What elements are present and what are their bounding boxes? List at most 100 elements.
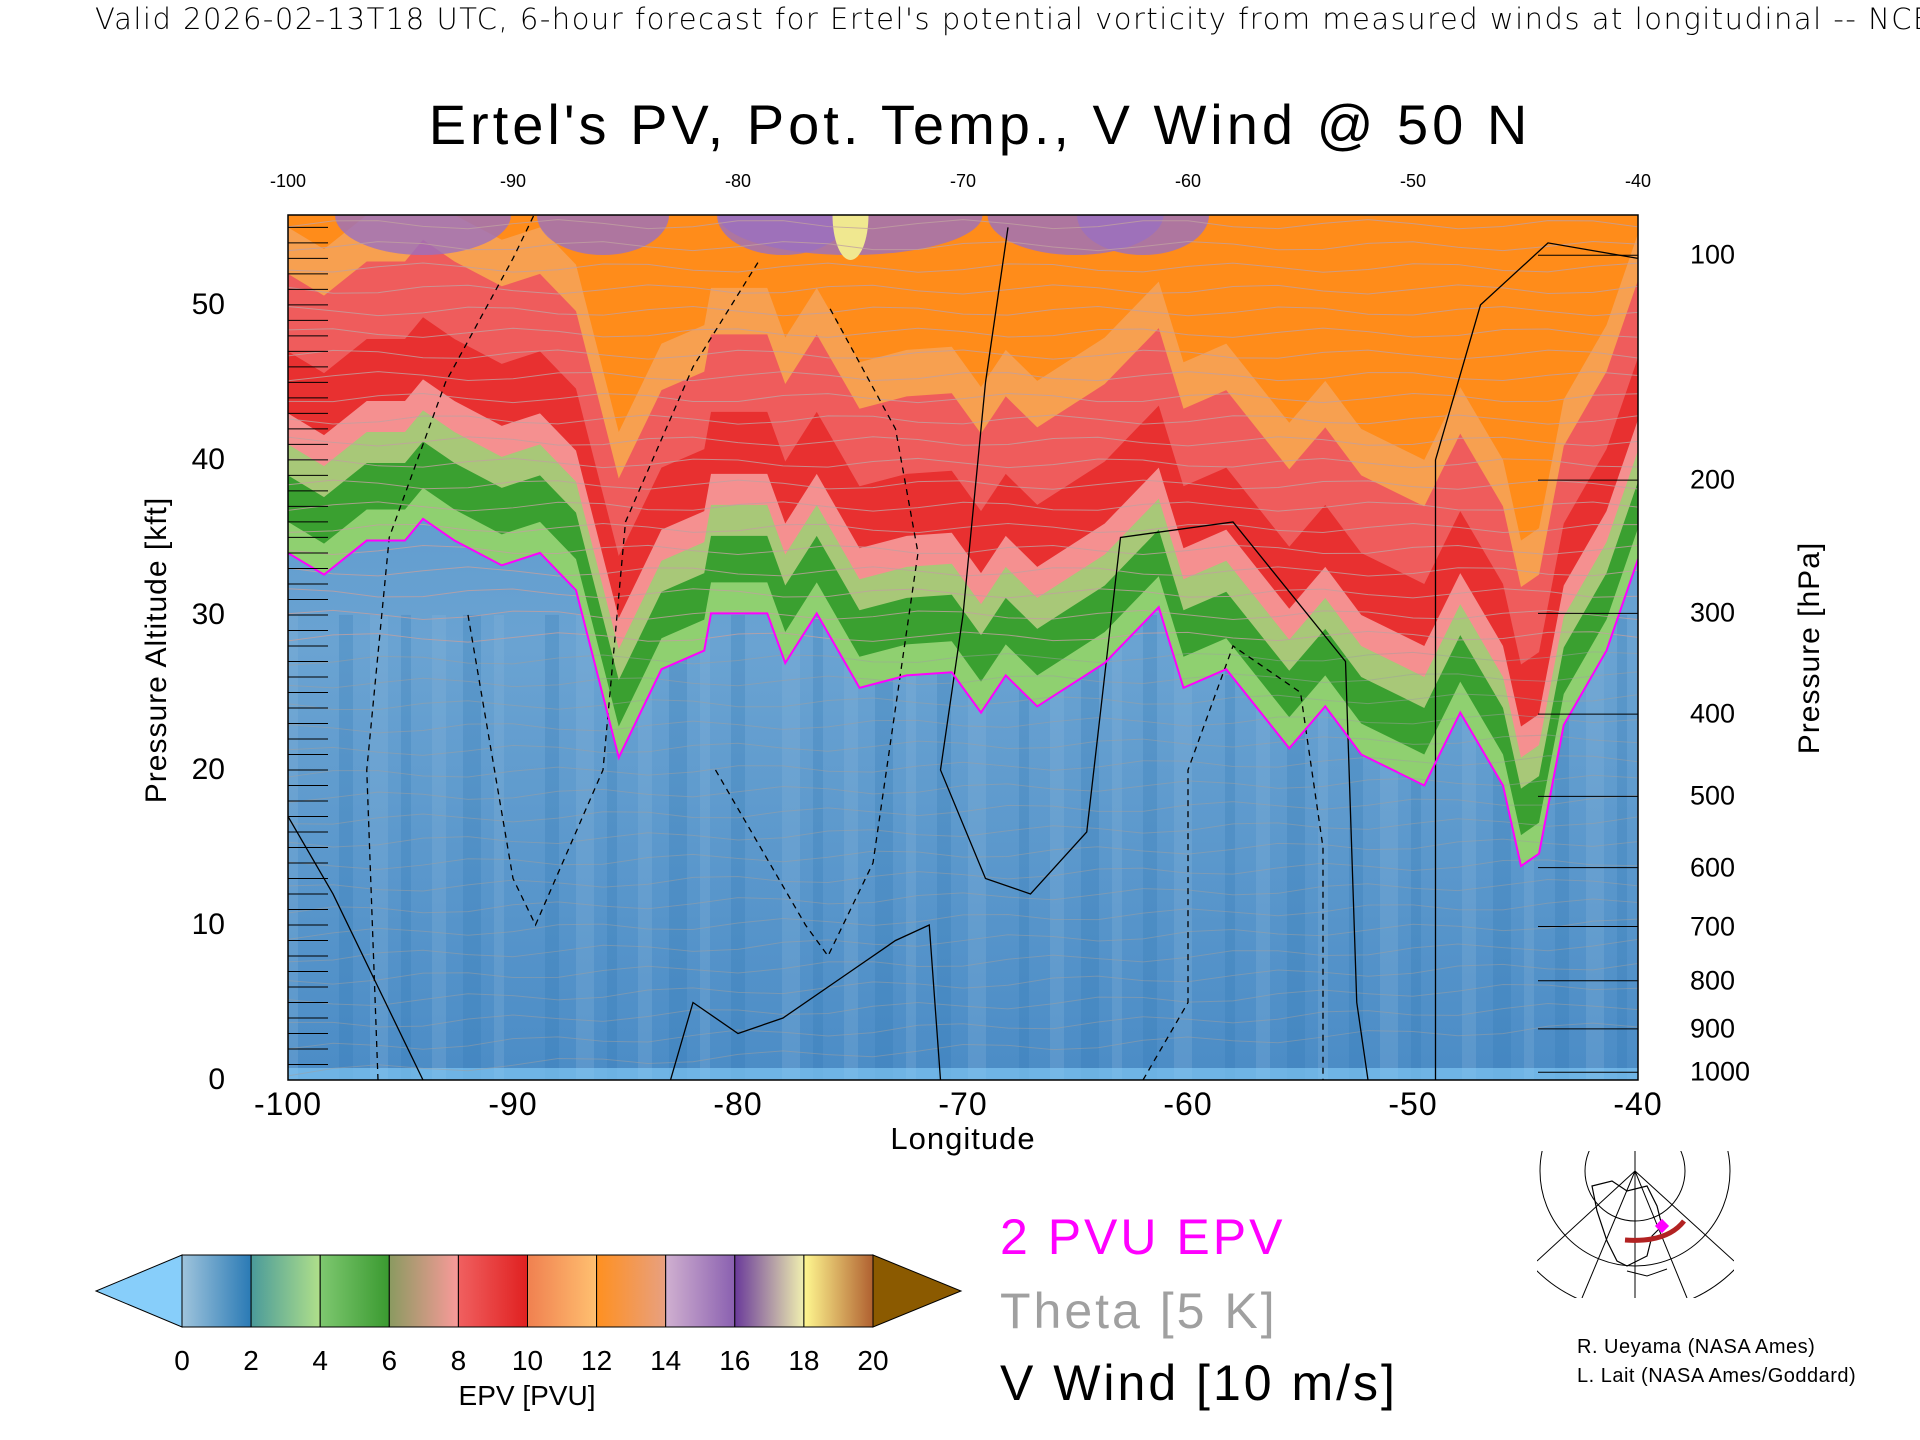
field-layer <box>288 215 1638 1080</box>
plot-frame <box>287 214 1639 1081</box>
theta-contour <box>288 479 1638 490</box>
v-wind-contour <box>669 924 942 1080</box>
x-axis-label: Longitude <box>890 1121 1036 1156</box>
blue-streak <box>700 614 710 1080</box>
top-x-tick-label: -60 <box>1174 171 1202 191</box>
blue-streak <box>1617 614 1627 1080</box>
colorbar-segment <box>665 1254 736 1328</box>
colorbar-segment <box>457 1254 528 1328</box>
colorbar-tick-label: 14 <box>650 1345 682 1376</box>
theta-contour <box>288 544 1638 555</box>
colorbar-tick-label: 20 <box>857 1345 889 1376</box>
legend-theta: Theta [5 K] <box>1000 1283 1278 1339</box>
credit-line-2: L. Lait (NASA Ames/Goddard) <box>1577 1365 1857 1387</box>
colorbar-tick-label: 0 <box>174 1345 190 1376</box>
colorbar-segment <box>803 1254 874 1328</box>
theta-contour <box>288 414 1638 425</box>
pressure-tick-label: 500 <box>1690 780 1736 811</box>
chart-title: Ertel's PV, Pot. Temp., V Wind @ 50 N <box>428 93 1532 156</box>
theta-contour <box>288 327 1638 338</box>
header-text: Valid 2026-02-13T18 UTC, 6-hour forecast… <box>95 2 1920 36</box>
y-tick-label: 50 <box>191 287 225 321</box>
blue-streak <box>731 614 745 1080</box>
theta-contour <box>288 1002 1638 1050</box>
blue-streak <box>1112 614 1122 1080</box>
x-tick-label: -90 <box>488 1086 538 1122</box>
colorbar-segment <box>250 1254 321 1328</box>
blue-streak <box>607 614 617 1080</box>
blue-streak <box>463 614 481 1080</box>
surface-band <box>288 1068 1638 1080</box>
theta-contour <box>288 371 1638 382</box>
theta-contour <box>288 755 1638 778</box>
blue-streak <box>545 614 559 1080</box>
pressure-tick-label: 400 <box>1690 698 1736 729</box>
v-wind-contour <box>714 304 919 958</box>
v-wind-contour <box>288 816 424 1080</box>
theta-contour <box>288 457 1638 469</box>
colorbar-segment <box>734 1254 805 1328</box>
y-axis-label: Pressure Altitude [kft] <box>140 496 173 804</box>
theta-contour <box>288 522 1638 534</box>
top-x-tick-label: -80 <box>724 171 752 191</box>
top-x-tick-label: -100 <box>269 171 307 191</box>
x-tick-label: -70 <box>938 1086 988 1122</box>
theta-contour <box>288 284 1638 295</box>
colorbar-tick-label: 12 <box>581 1345 613 1376</box>
theta-contour <box>288 1022 1638 1077</box>
blue-streak <box>1019 614 1029 1080</box>
top-x-tick-label: -70 <box>949 171 977 191</box>
colorbar-under-arrow <box>94 1254 183 1328</box>
pressure-tick-label: 100 <box>1690 239 1736 270</box>
theta-contour <box>288 713 1638 734</box>
pressure-tick-label: 1000 <box>1690 1056 1751 1087</box>
x-tick-label: -40 <box>1613 1086 1663 1122</box>
blue-streak <box>1050 614 1064 1080</box>
blue-streak <box>494 614 504 1080</box>
blue-streak <box>339 614 353 1080</box>
blue-streak <box>937 614 951 1080</box>
blue-streak <box>813 614 823 1080</box>
theta-contour <box>288 651 1638 666</box>
blue-streak <box>1586 614 1604 1080</box>
theta-contour <box>288 566 1638 577</box>
theta-contour <box>288 983 1638 1028</box>
locator-map <box>1537 1151 1734 1298</box>
blue-streak <box>1143 614 1157 1080</box>
theta-contour <box>288 734 1638 756</box>
theta-contour <box>288 671 1638 689</box>
v-wind-contour <box>939 227 1369 1080</box>
theta-contour <box>288 436 1638 447</box>
blue-streak <box>370 614 388 1080</box>
theta-contour <box>288 693 1638 711</box>
colorbar-label: EPV [PVU] <box>458 1380 596 1411</box>
blue-streak <box>1256 614 1270 1080</box>
colorbar-tick-label: 6 <box>381 1345 398 1376</box>
section-path <box>1624 1219 1686 1243</box>
legend-epv: 2 PVU EPV <box>1000 1209 1286 1265</box>
theta-contour <box>288 774 1638 803</box>
theta-contour <box>288 630 1638 643</box>
theta-contour <box>288 262 1638 273</box>
theta-contour <box>288 392 1638 404</box>
blue-streak <box>1174 614 1192 1080</box>
colorbar-tick-label: 2 <box>243 1345 259 1376</box>
theta-contour <box>288 918 1638 963</box>
theta-contour <box>288 878 1638 914</box>
blue-streak <box>576 614 594 1080</box>
top-x-tick-label: -90 <box>499 171 527 191</box>
x-tick-label: -50 <box>1388 1086 1438 1122</box>
colorbar-segment <box>319 1254 390 1328</box>
colorbar-segment <box>527 1254 598 1328</box>
tropopause-2pvu-line <box>288 517 1638 868</box>
blue-streak <box>1411 614 1421 1080</box>
y2-axis-label: Pressure [hPa] <box>1793 541 1826 755</box>
theta-contour <box>288 838 1638 870</box>
theta-contour <box>288 588 1638 599</box>
blue-streak <box>782 614 800 1080</box>
colorbar-segment <box>596 1254 667 1328</box>
x-tick-label: -80 <box>713 1086 763 1122</box>
theta-contour <box>288 241 1638 252</box>
high-pv-patch <box>335 215 511 255</box>
